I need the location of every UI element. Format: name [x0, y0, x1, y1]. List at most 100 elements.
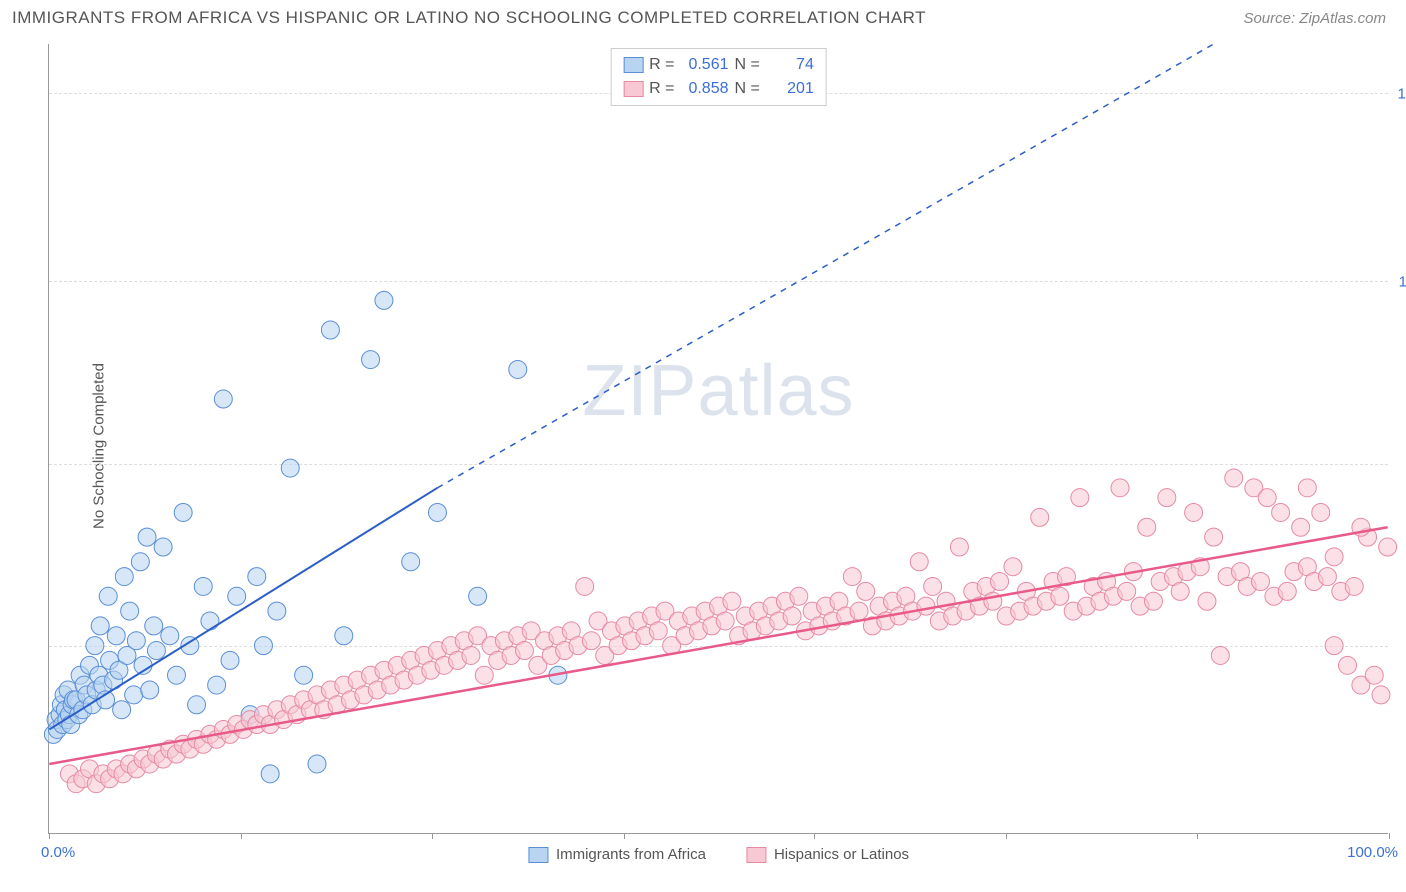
data-point — [113, 701, 131, 719]
data-point — [1198, 592, 1216, 610]
data-point — [147, 642, 165, 660]
scatter-plot — [49, 44, 1388, 833]
data-point — [138, 528, 156, 546]
data-point — [1004, 558, 1022, 576]
data-point — [1071, 489, 1089, 507]
data-point — [991, 573, 1009, 591]
data-point — [1258, 489, 1276, 507]
data-point — [1298, 479, 1316, 497]
data-point — [375, 291, 393, 309]
chart-area: ZIPatlas 3.8%7.5%11.2%15.0% 0.0% 100.0% … — [48, 44, 1388, 834]
data-point — [790, 587, 808, 605]
r-value: 0.561 — [681, 53, 729, 77]
x-tick — [1006, 833, 1007, 839]
data-point — [1372, 686, 1390, 704]
data-point — [141, 681, 159, 699]
correlation-legend: R = 0.561 N = 74 R = 0.858 N = 201 — [610, 48, 827, 106]
data-point — [295, 666, 313, 684]
legend-swatch — [746, 847, 766, 863]
data-point — [321, 321, 339, 339]
data-point — [1312, 503, 1330, 521]
data-point — [843, 568, 861, 586]
data-point — [1144, 592, 1162, 610]
data-point — [716, 612, 734, 630]
data-point — [127, 632, 145, 650]
data-point — [362, 351, 380, 369]
data-point — [1031, 508, 1049, 526]
data-point — [1339, 656, 1357, 674]
data-point — [335, 627, 353, 645]
data-point — [167, 666, 185, 684]
n-value: 201 — [766, 77, 814, 101]
data-point — [86, 637, 104, 655]
data-point — [649, 622, 667, 640]
data-point — [1051, 587, 1069, 605]
data-point — [509, 360, 527, 378]
series-legend: Immigrants from Africa Hispanics or Lati… — [528, 846, 909, 863]
data-point — [515, 642, 533, 660]
data-point — [194, 577, 212, 595]
data-point — [950, 538, 968, 556]
x-tick — [432, 833, 433, 839]
data-point — [268, 602, 286, 620]
legend-row: R = 0.858 N = 201 — [623, 77, 814, 101]
data-point — [91, 617, 109, 635]
data-point — [228, 587, 246, 605]
data-point — [1111, 479, 1129, 497]
legend-label: Hispanics or Latinos — [774, 846, 909, 863]
data-point — [1345, 577, 1363, 595]
data-point — [910, 553, 928, 571]
data-point — [174, 503, 192, 521]
data-point — [475, 666, 493, 684]
data-point — [783, 607, 801, 625]
data-point — [154, 538, 172, 556]
n-label: N = — [735, 77, 760, 101]
n-label: N = — [735, 53, 760, 77]
n-value: 74 — [766, 53, 814, 77]
trend-line — [49, 527, 1387, 764]
data-point — [208, 676, 226, 694]
data-point — [582, 632, 600, 650]
data-point — [201, 612, 219, 630]
data-point — [924, 577, 942, 595]
data-point — [125, 686, 143, 704]
data-point — [857, 582, 875, 600]
data-point — [917, 597, 935, 615]
data-point — [1225, 469, 1243, 487]
x-tick — [241, 833, 242, 839]
data-point — [1252, 573, 1270, 591]
data-point — [469, 587, 487, 605]
data-point — [1325, 548, 1343, 566]
legend-item: Hispanics or Latinos — [746, 846, 909, 863]
data-point — [308, 755, 326, 773]
data-point — [462, 646, 480, 664]
x-axis-min-label: 0.0% — [41, 844, 75, 861]
data-point — [1278, 582, 1296, 600]
x-tick — [1197, 833, 1198, 839]
data-point — [428, 503, 446, 521]
data-point — [1138, 518, 1156, 536]
y-tick-label: 15.0% — [1397, 86, 1406, 103]
data-point — [281, 459, 299, 477]
data-point — [107, 627, 125, 645]
source-label: Source: ZipAtlas.com — [1243, 10, 1386, 27]
data-point — [1205, 528, 1223, 546]
data-point — [214, 390, 232, 408]
data-point — [1318, 568, 1336, 586]
x-axis-max-label: 100.0% — [1347, 844, 1398, 861]
r-label: R = — [649, 53, 674, 77]
data-point — [1211, 646, 1229, 664]
chart-title: IMMIGRANTS FROM AFRICA VS HISPANIC OR LA… — [12, 8, 926, 28]
data-point — [115, 568, 133, 586]
y-tick-label: 11.2% — [1399, 274, 1406, 291]
legend-swatch — [528, 847, 548, 863]
data-point — [1365, 666, 1383, 684]
data-point — [1292, 518, 1310, 536]
legend-row: R = 0.561 N = 74 — [623, 53, 814, 77]
data-point — [99, 587, 117, 605]
data-point — [131, 553, 149, 571]
data-point — [1185, 503, 1203, 521]
x-tick — [1389, 833, 1390, 839]
data-point — [188, 696, 206, 714]
data-point — [723, 592, 741, 610]
